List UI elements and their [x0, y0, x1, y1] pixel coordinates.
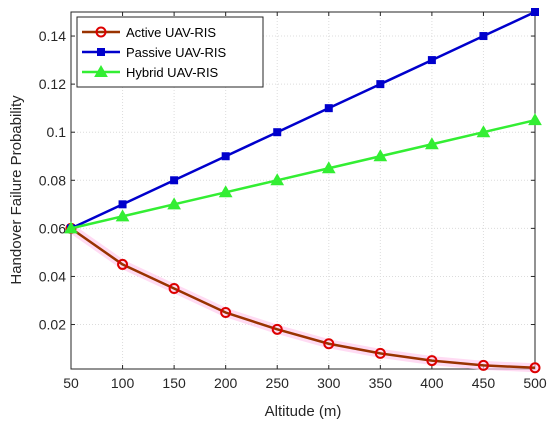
- legend-marker: [95, 26, 107, 38]
- y-tick-label: 0.02: [39, 317, 66, 333]
- data-point: [118, 200, 127, 209]
- data-point: [427, 56, 436, 65]
- data-point: [374, 347, 386, 359]
- plot-area-frame: [70, 11, 536, 370]
- legend-label: Passive UAV-RIS: [126, 45, 227, 60]
- x-tick-label: 50: [63, 375, 79, 391]
- data-point: [168, 282, 180, 294]
- series-circle: [65, 222, 541, 374]
- legend-marker: [97, 48, 105, 56]
- series-glow-line: [66, 223, 540, 373]
- series-triangle: [64, 113, 542, 234]
- data-point: [115, 209, 130, 222]
- series-line: [70, 118, 536, 230]
- x-tick-label: 400: [420, 375, 444, 391]
- x-tick-label: 350: [369, 375, 393, 391]
- data-point: [167, 197, 181, 210]
- x-tick-label: 450: [472, 375, 496, 391]
- data-point: [218, 185, 233, 198]
- data-point: [221, 152, 230, 161]
- data-point: [117, 258, 129, 270]
- y-axis-label: Handover Failure Probability: [8, 95, 25, 285]
- data-point: [324, 104, 333, 113]
- data-point: [477, 359, 489, 371]
- series-group: [64, 8, 542, 374]
- data-point: [528, 113, 542, 126]
- data-point: [64, 221, 78, 234]
- data-point: [321, 161, 336, 174]
- x-tick-label: 300: [317, 375, 341, 391]
- data-point: [425, 137, 439, 150]
- data-point: [426, 355, 438, 367]
- x-tick-label: 200: [214, 375, 238, 391]
- data-point: [170, 176, 179, 185]
- series-line: [70, 10, 536, 230]
- y-tick-label: 0.1: [47, 124, 67, 140]
- y-tick-label: 0.14: [39, 28, 66, 44]
- data-point: [476, 125, 491, 138]
- x-tick-label: 150: [162, 375, 186, 391]
- data-point: [479, 32, 488, 41]
- data-point: [271, 323, 283, 335]
- series-line: [70, 227, 536, 370]
- y-tick-label: 0.04: [39, 268, 66, 284]
- data-point: [323, 338, 335, 350]
- data-point: [373, 149, 388, 162]
- legend-marker: [94, 64, 108, 77]
- x-tick-label: 250: [266, 375, 290, 391]
- legend: Active UAV-RIS Passive UAV-RIS Hybrid UAV-…: [76, 16, 264, 88]
- y-tick-label: 0.06: [39, 220, 66, 236]
- data-point: [273, 128, 282, 137]
- data-point: [531, 8, 539, 16]
- y-axis-ticks: 0.02 0.04 0.06 0.08 0.1 0.12 0.14: [39, 28, 535, 333]
- y-tick-label: 0.12: [39, 76, 66, 92]
- legend-label: Hybrid UAV-RIS: [126, 65, 219, 80]
- y-tick-label: 0.08: [39, 172, 66, 188]
- data-point: [220, 307, 232, 319]
- x-axis-label: Altitude (m): [265, 403, 342, 420]
- legend-label: Active UAV-RIS: [126, 25, 216, 40]
- data-point: [270, 173, 285, 186]
- x-axis-ticks: 50 100 150 200 250 300 350 400 450 500: [63, 12, 547, 391]
- data-point: [529, 362, 541, 374]
- series-square: [67, 8, 539, 233]
- data-point: [376, 80, 385, 89]
- x-tick-label: 100: [111, 375, 135, 391]
- x-tick-label: 500: [523, 375, 547, 391]
